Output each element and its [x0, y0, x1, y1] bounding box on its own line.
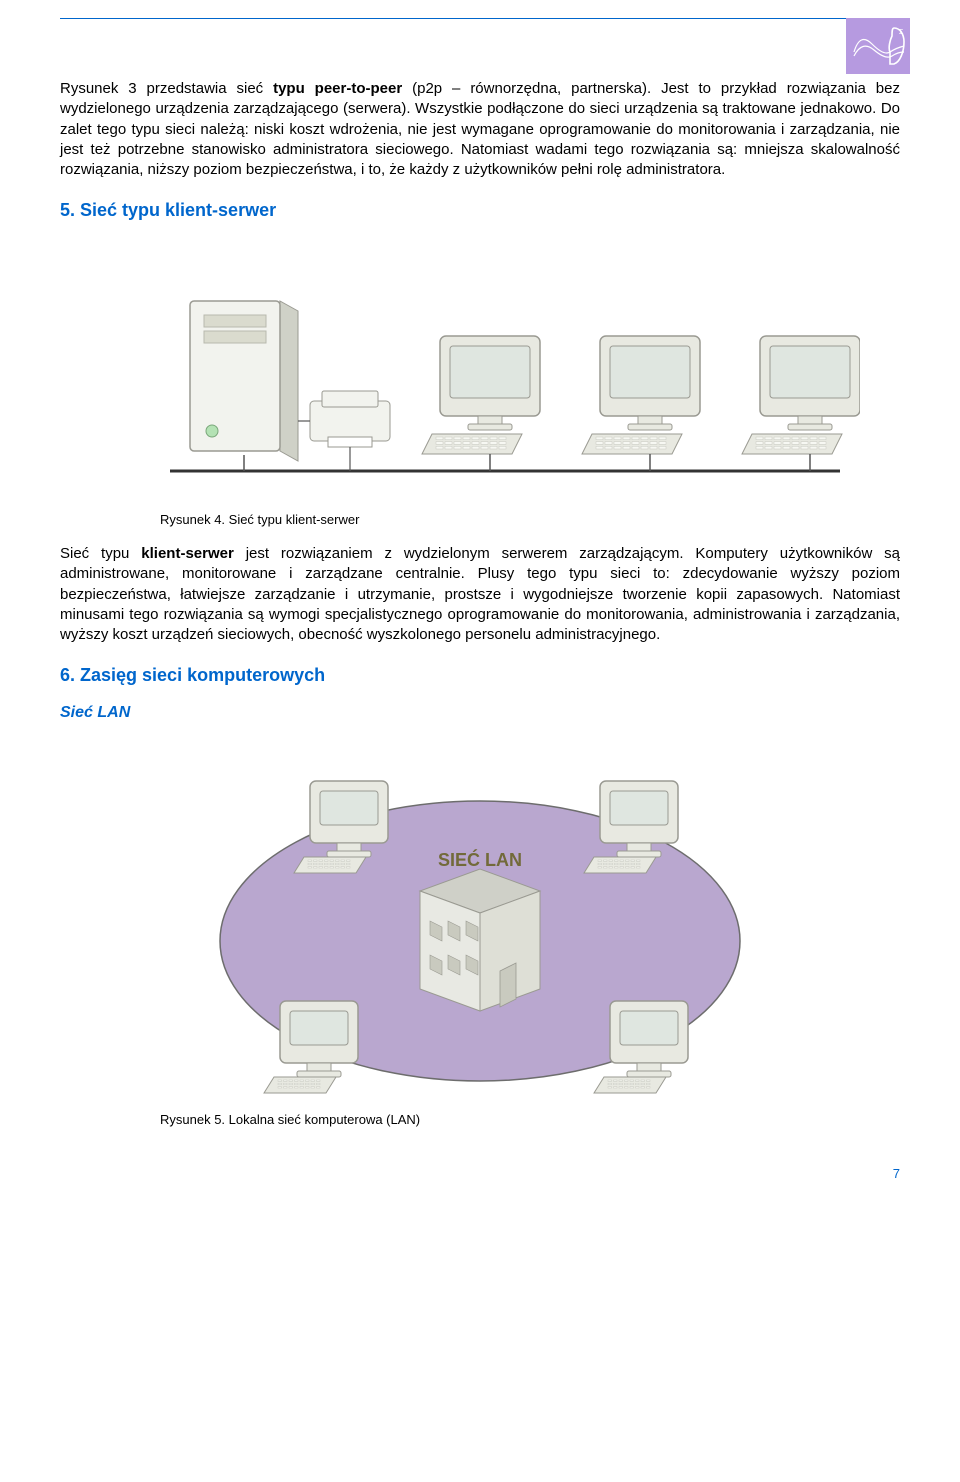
- figure-5-caption: Rysunek 5. Lokalna sieć komputerowa (LAN…: [160, 1111, 900, 1129]
- section-6-title: 6. Zasięg sieci komputerowych: [60, 663, 900, 687]
- page-content: Rysunek 3 przedstawia sieć typu peer-to-…: [0, 19, 960, 1165]
- svg-text:Σ: Σ: [899, 29, 904, 36]
- p2-pre: Sieć typu: [60, 545, 141, 562]
- section-5-title: 5. Sieć typu klient-serwer: [60, 198, 900, 222]
- figure-5: SIEĆ LAN: [60, 741, 900, 1101]
- subsection-lan-title: Sieć LAN: [60, 702, 900, 724]
- client-server-diagram: [100, 241, 860, 501]
- paragraph-client-server: Sieć typu klient-serwer jest rozwiązanie…: [60, 544, 900, 645]
- p1-pre: Rysunek 3 przedstawia sieć: [60, 80, 273, 97]
- head-profile-icon: Σ: [850, 22, 906, 70]
- figure-4: [60, 241, 900, 501]
- page-number: 7: [0, 1165, 960, 1199]
- corner-badge: Σ: [846, 18, 910, 74]
- paragraph-p2p: Rysunek 3 przedstawia sieć typu peer-to-…: [60, 79, 900, 180]
- figure-4-caption: Rysunek 4. Sieć typu klient-serwer: [160, 511, 900, 529]
- lan-diagram: SIEĆ LAN: [180, 741, 780, 1101]
- svg-text:SIEĆ LAN: SIEĆ LAN: [438, 849, 522, 870]
- p1-bold: typu peer-to-peer: [273, 80, 402, 97]
- p2-bold: klient-serwer: [141, 545, 234, 562]
